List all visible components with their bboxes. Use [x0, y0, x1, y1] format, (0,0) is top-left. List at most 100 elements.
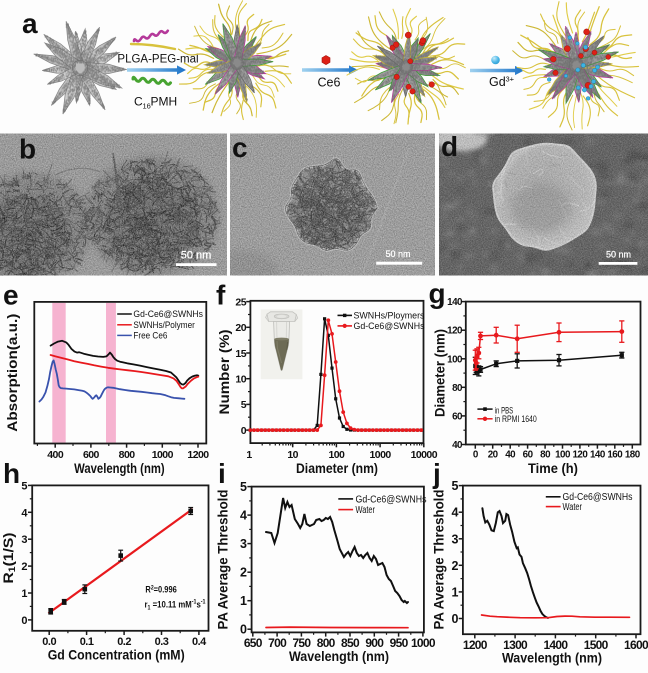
svg-text:4: 4	[240, 509, 247, 523]
svg-text:PA Average Threshold: PA Average Threshold	[432, 490, 447, 630]
svg-text:0.2: 0.2	[117, 636, 131, 648]
svg-text:0: 0	[473, 450, 479, 461]
svg-text:50 nm: 50 nm	[606, 250, 631, 260]
svg-text:2: 2	[21, 561, 27, 573]
svg-text:10: 10	[235, 374, 246, 386]
svg-text:Diameter (nm): Diameter (nm)	[296, 461, 378, 476]
svg-text:850: 850	[341, 636, 360, 650]
svg-text:4: 4	[451, 506, 458, 520]
svg-text:5: 5	[241, 399, 247, 411]
svg-text:60: 60	[452, 411, 463, 422]
svg-text:Water: Water	[563, 502, 583, 513]
svg-text:2: 2	[240, 566, 247, 580]
svg-text:h: h	[3, 458, 20, 489]
svg-text:0.4: 0.4	[192, 636, 207, 648]
svg-text:Wavelength (nm): Wavelength (nm)	[289, 648, 389, 664]
svg-text:140: 140	[590, 450, 606, 461]
svg-text:Gd-Ce6@SWNHs: Gd-Ce6@SWNHs	[354, 321, 425, 332]
svg-text:600: 600	[83, 449, 100, 461]
svg-text:a: a	[22, 8, 38, 39]
svg-text:0.1: 0.1	[80, 636, 94, 648]
svg-text:SWNHs/Polymer: SWNHs/Polymer	[133, 320, 195, 331]
svg-text:800: 800	[119, 449, 136, 461]
svg-text:c: c	[232, 132, 248, 163]
svg-text:20: 20	[235, 322, 246, 334]
svg-text:180: 180	[625, 450, 641, 461]
svg-text:1000: 1000	[411, 636, 436, 650]
svg-text:1200: 1200	[463, 638, 488, 652]
svg-text:0: 0	[21, 615, 27, 627]
svg-text:Diameter (nm): Diameter (nm)	[433, 329, 448, 417]
svg-text:3: 3	[451, 532, 458, 546]
svg-text:400: 400	[47, 449, 64, 461]
svg-text:5: 5	[240, 480, 247, 494]
svg-text:2: 2	[451, 559, 458, 573]
svg-text:Gd: Gd	[489, 75, 506, 89]
svg-text:e: e	[3, 280, 19, 311]
svg-text:950: 950	[390, 636, 409, 650]
svg-text:Gd-Ce6@SWNHs: Gd-Ce6@SWNHs	[133, 309, 203, 320]
svg-text:Gd Concentration (mM): Gd Concentration (mM)	[48, 648, 185, 663]
svg-text:1600: 1600	[624, 638, 648, 652]
svg-text:0.0: 0.0	[42, 636, 56, 648]
svg-text:1000: 1000	[152, 449, 174, 461]
svg-text:Free Ce6: Free Ce6	[133, 331, 167, 342]
svg-text:120: 120	[572, 450, 588, 461]
svg-text:3: 3	[240, 537, 247, 551]
svg-text:1200: 1200	[187, 449, 209, 461]
svg-text:750: 750	[292, 636, 311, 650]
svg-text:Ce6: Ce6	[318, 76, 341, 90]
svg-text:1500: 1500	[584, 638, 609, 652]
svg-text:3: 3	[21, 534, 27, 546]
svg-text:d: d	[441, 131, 458, 162]
svg-text:1: 1	[246, 449, 252, 461]
svg-text:10: 10	[287, 449, 298, 461]
svg-text:i: i	[218, 458, 226, 489]
svg-text:15: 15	[235, 348, 246, 360]
svg-text:3+: 3+	[506, 75, 515, 84]
svg-text:r1 =10.11 mM-1s-1: r1 =10.11 mM-1s-1	[145, 599, 206, 612]
svg-text:Water: Water	[356, 505, 376, 516]
svg-text:1: 1	[21, 588, 27, 600]
svg-text:PLGA-PEG-mal: PLGA-PEG-mal	[117, 54, 198, 66]
svg-text:25: 25	[235, 296, 246, 308]
svg-text:80: 80	[540, 450, 551, 461]
svg-text:b: b	[19, 134, 36, 165]
svg-text:f: f	[216, 280, 226, 311]
svg-text:1000: 1000	[370, 449, 392, 461]
svg-text:in RPMI 1640: in RPMI 1640	[495, 414, 537, 425]
svg-text:1: 1	[451, 585, 458, 599]
svg-text:120: 120	[447, 326, 463, 337]
svg-text:650: 650	[244, 636, 263, 650]
svg-text:50 nm: 50 nm	[181, 250, 212, 262]
svg-text:SWNHs/Ploymers: SWNHs/Ploymers	[354, 311, 425, 322]
svg-text:16: 16	[143, 102, 151, 111]
svg-text:700: 700	[268, 636, 287, 650]
svg-text:Wavelength (nm): Wavelength (nm)	[502, 650, 602, 666]
svg-text:60: 60	[523, 450, 534, 461]
svg-text:4: 4	[21, 507, 28, 519]
svg-text:80: 80	[452, 383, 463, 394]
svg-text:Time (h): Time (h)	[528, 461, 578, 476]
svg-text:20: 20	[488, 450, 499, 461]
svg-text:PA Average Threshold: PA Average Threshold	[216, 490, 231, 630]
svg-text:0: 0	[241, 425, 247, 437]
svg-text:100: 100	[328, 449, 345, 461]
svg-text:40: 40	[452, 440, 463, 451]
svg-text:800: 800	[317, 636, 336, 650]
svg-text:j: j	[432, 458, 441, 489]
svg-text:Gd-Ce6@SWNHs: Gd-Ce6@SWNHs	[356, 494, 427, 505]
svg-text:5: 5	[21, 480, 27, 492]
svg-text:0.3: 0.3	[155, 636, 169, 648]
svg-text:100: 100	[447, 354, 463, 365]
svg-text:0: 0	[240, 623, 247, 637]
svg-text:PMH: PMH	[151, 95, 178, 109]
svg-text:R2=0.996: R2=0.996	[145, 585, 176, 596]
svg-text:Wavelength (nm): Wavelength (nm)	[74, 461, 165, 476]
svg-text:5: 5	[451, 479, 458, 493]
svg-text:100: 100	[555, 450, 571, 461]
svg-text:0: 0	[451, 612, 458, 626]
svg-text:140: 140	[447, 297, 463, 308]
svg-text:10000: 10000	[411, 449, 438, 461]
svg-text:1400: 1400	[543, 638, 568, 652]
